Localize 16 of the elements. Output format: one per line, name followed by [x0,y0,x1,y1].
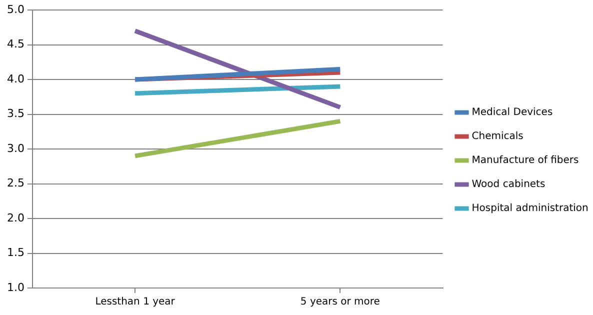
x-tick-label: Lessthan 1 year [95,296,176,308]
legend-label: Chemicals [472,131,524,142]
y-tick-label: 1.5 [6,246,24,260]
legend-label: Medical Devices [472,107,553,118]
y-tick-label: 4.5 [6,38,24,51]
legend-label: Wood cabinets [472,179,546,190]
y-tick-label: 3.5 [6,107,24,120]
legend-label: Manufacture of fibers [472,155,579,166]
y-tick-label: 3.0 [6,142,24,155]
y-tick-label: 5.0 [6,2,24,16]
x-tick-label: 5 years or more [300,296,380,308]
y-tick-label: 1.0 [6,280,24,294]
y-tick-label: 2.5 [6,176,24,190]
y-tick-label: 4.0 [6,72,24,86]
y-tick-label: 2.0 [6,211,24,224]
legend-label: Hospital administration [472,203,588,214]
